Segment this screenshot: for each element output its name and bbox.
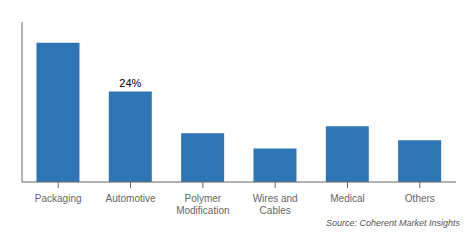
svg-text:Automotive: Automotive bbox=[105, 193, 155, 204]
svg-text:PolymerModification: PolymerModification bbox=[176, 193, 229, 216]
svg-text:Medical: Medical bbox=[330, 193, 364, 204]
svg-text:Others: Others bbox=[405, 193, 435, 204]
html-text:Source: Coherent Market Insigh: Source: Coherent Market Insights bbox=[325, 218, 460, 228]
svg-text:Wires andCables: Wires andCables bbox=[253, 193, 298, 216]
svg-text:Packaging: Packaging bbox=[35, 193, 82, 204]
svg-text:24%: 24% bbox=[119, 77, 141, 89]
